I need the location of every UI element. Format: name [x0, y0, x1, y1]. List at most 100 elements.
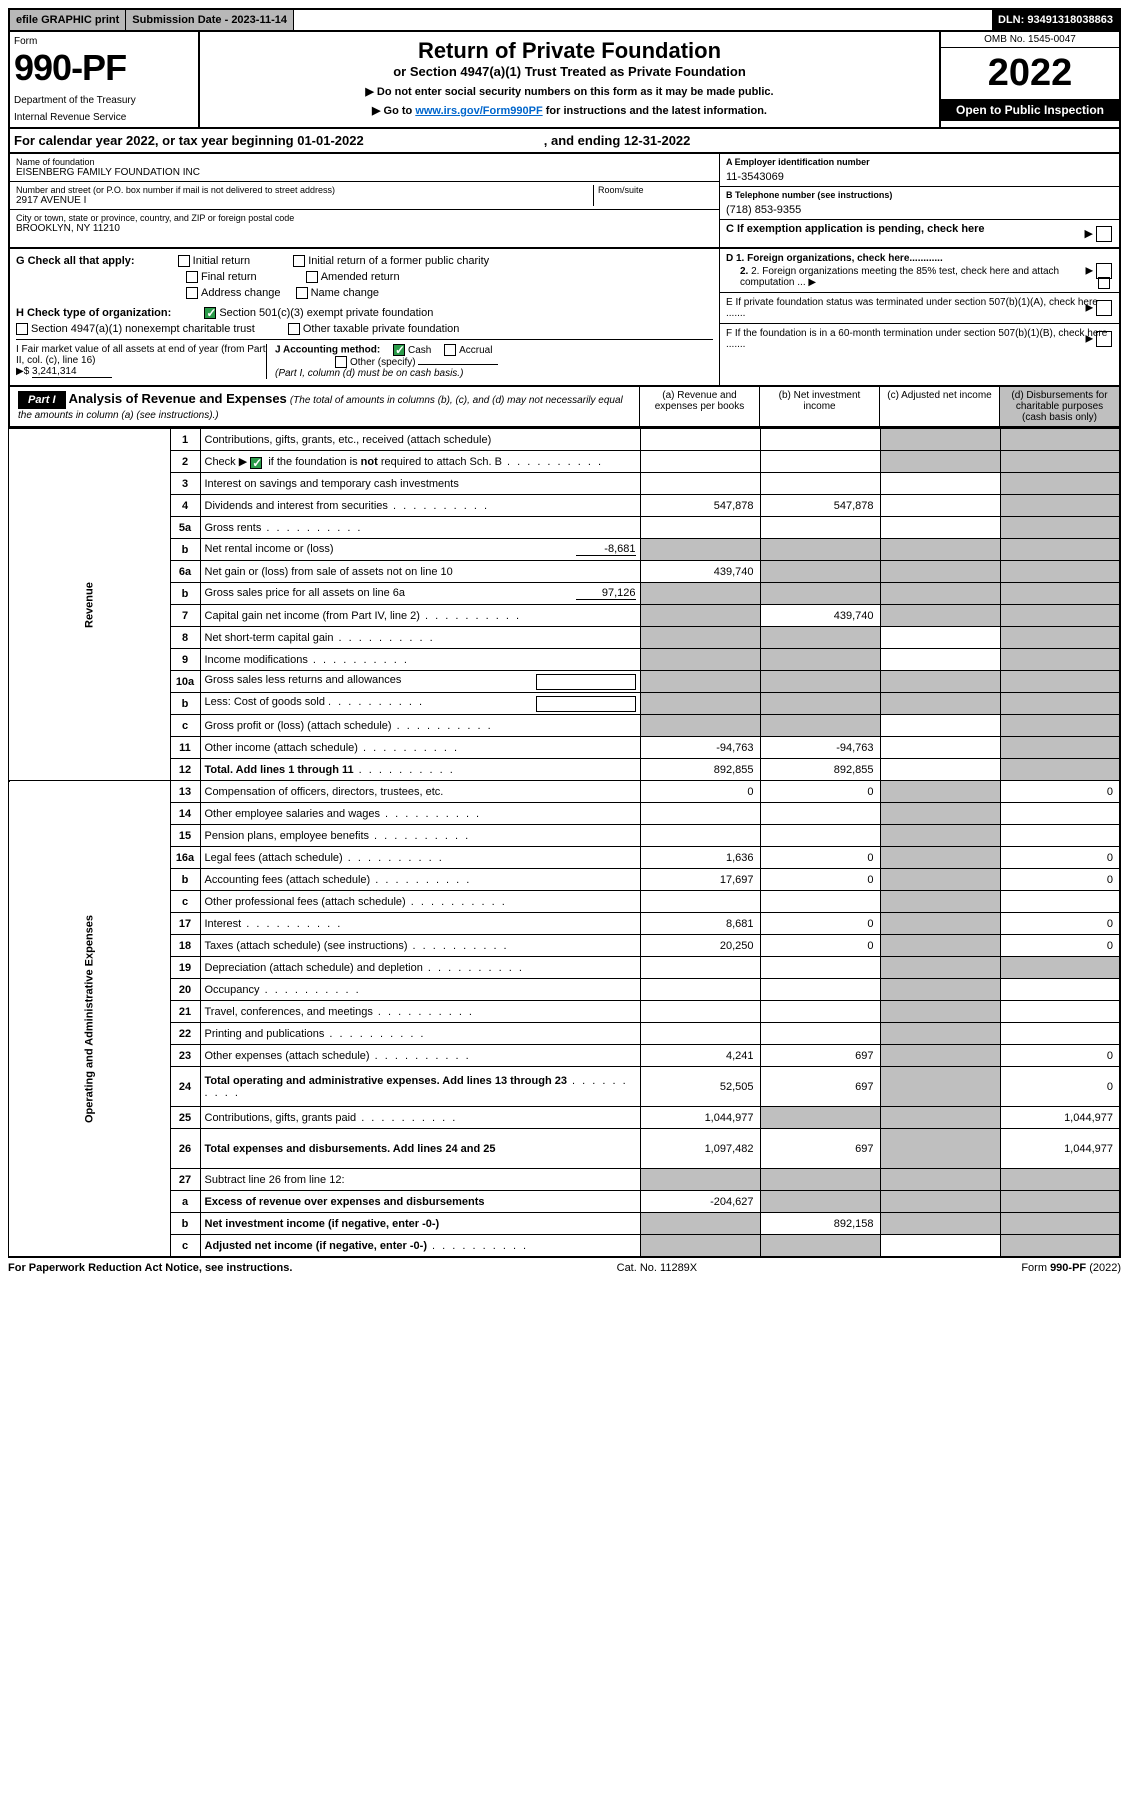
f-label: F If the foundation is in a 60-month ter…: [726, 328, 1107, 350]
addr-label: Number and street (or P.O. box number if…: [16, 185, 593, 195]
tax-year: 2022: [941, 48, 1119, 99]
footer-center: Cat. No. 11289X: [617, 1262, 698, 1274]
exempt-label: C If exemption application is pending, c…: [726, 223, 985, 235]
col-d-header: (d) Disbursements for charitable purpose…: [999, 387, 1119, 426]
submission-date: Submission Date - 2023-11-14: [126, 10, 294, 30]
chk-accrual[interactable]: [444, 344, 456, 356]
fmv-value: 3,241,314: [32, 366, 112, 378]
table-row: 11Other income (attach schedule)-94,763-…: [9, 737, 1120, 759]
instr-2: ▶ Go to www.irs.gov/Form990PF for instru…: [206, 104, 933, 117]
form-link[interactable]: www.irs.gov/Form990PF: [415, 105, 542, 117]
city: BROOKLYN, NY 11210: [16, 223, 713, 234]
irs: Internal Revenue Service: [14, 112, 194, 123]
table-row: 10aGross sales less returns and allowanc…: [9, 671, 1120, 693]
chk-other[interactable]: [335, 356, 347, 368]
exempt-checkbox[interactable]: [1096, 226, 1112, 242]
g-row: G Check all that apply: Initial return I…: [16, 255, 713, 267]
chk-amended[interactable]: [306, 271, 318, 283]
name-label: Name of foundation: [16, 157, 713, 167]
table-row: 3Interest on savings and temporary cash …: [9, 473, 1120, 495]
table-row: 9Income modifications: [9, 649, 1120, 671]
table-row: 27Subtract line 26 from line 12:: [9, 1169, 1120, 1191]
table-row: bAccounting fees (attach schedule)17,697…: [9, 869, 1120, 891]
chk-othertax[interactable]: [288, 323, 300, 335]
table-row: aExcess of revenue over expenses and dis…: [9, 1191, 1120, 1213]
table-row: 25Contributions, gifts, grants paid1,044…: [9, 1107, 1120, 1129]
d1-checkbox[interactable]: [1096, 263, 1112, 279]
table-row: 19Depreciation (attach schedule) and dep…: [9, 957, 1120, 979]
table-row: Operating and Administrative Expenses13C…: [9, 781, 1120, 803]
side-label: Operating and Administrative Expenses: [9, 781, 170, 1257]
d1-label: D 1. Foreign organizations, check here..…: [726, 253, 943, 264]
footer-right: Form 990-PF (2022): [1021, 1262, 1121, 1274]
table-row: 5aGross rents: [9, 517, 1120, 539]
form-title: Return of Private Foundation: [206, 38, 933, 64]
table-row: 23Other expenses (attach schedule)4,2416…: [9, 1045, 1120, 1067]
table-row: bLess: Cost of goods sold: [9, 693, 1120, 715]
chk-initial-former[interactable]: [293, 255, 305, 267]
table-row: 7Capital gain net income (from Part IV, …: [9, 605, 1120, 627]
table-row: cAdjusted net income (if negative, enter…: [9, 1235, 1120, 1257]
table-row: 20Occupancy: [9, 979, 1120, 1001]
table-row: 4Dividends and interest from securities5…: [9, 495, 1120, 517]
main-table: Revenue1Contributions, gifts, grants, et…: [8, 428, 1121, 1258]
footer-left: For Paperwork Reduction Act Notice, see …: [8, 1262, 292, 1274]
fmv-label: I Fair market value of all assets at end…: [16, 344, 266, 366]
e-label: E If private foundation status was termi…: [726, 297, 1098, 319]
omb: OMB No. 1545-0047: [941, 32, 1119, 48]
table-row: 18Taxes (attach schedule) (see instructi…: [9, 935, 1120, 957]
table-row: Revenue1Contributions, gifts, grants, et…: [9, 429, 1120, 451]
table-row: 21Travel, conferences, and meetings: [9, 1001, 1120, 1023]
info-block: Name of foundation EISENBERG FAMILY FOUN…: [8, 154, 1121, 249]
table-row: 8Net short-term capital gain: [9, 627, 1120, 649]
part1-title: Analysis of Revenue and Expenses: [69, 391, 287, 406]
ein: 11-3543069: [726, 167, 1113, 183]
table-row: 14Other employee salaries and wages: [9, 803, 1120, 825]
dept: Department of the Treasury: [14, 95, 194, 106]
e-checkbox[interactable]: [1096, 300, 1112, 316]
open-inspection: Open to Public Inspection: [941, 99, 1119, 121]
check-section: G Check all that apply: Initial return I…: [8, 249, 1121, 387]
table-row: 17Interest8,68100: [9, 913, 1120, 935]
phone-label: B Telephone number (see instructions): [726, 190, 1113, 200]
table-row: 12Total. Add lines 1 through 11892,85589…: [9, 759, 1120, 781]
table-row: 26Total expenses and disbursements. Add …: [9, 1129, 1120, 1169]
table-row: 6aNet gain or (loss) from sale of assets…: [9, 561, 1120, 583]
form-number: 990-PF: [14, 47, 194, 89]
footer: For Paperwork Reduction Act Notice, see …: [8, 1258, 1121, 1278]
chk-cash[interactable]: [393, 344, 405, 356]
col-c-header: (c) Adjusted net income: [879, 387, 999, 426]
table-row: bNet investment income (if negative, ent…: [9, 1213, 1120, 1235]
top-bar: efile GRAPHIC print Submission Date - 20…: [8, 8, 1121, 32]
address: 2917 AVENUE I: [16, 195, 593, 206]
chk-501c3[interactable]: [204, 307, 216, 319]
chk-addrchange[interactable]: [186, 287, 198, 299]
chk-final[interactable]: [186, 271, 198, 283]
chk-4947[interactable]: [16, 323, 28, 335]
form-label: Form: [14, 36, 194, 47]
table-row: cOther professional fees (attach schedul…: [9, 891, 1120, 913]
col-b-header: (b) Net investment income: [759, 387, 879, 426]
chk-namechange[interactable]: [296, 287, 308, 299]
chk-initial[interactable]: [178, 255, 190, 267]
phone: (718) 853-9355: [726, 200, 1113, 216]
city-label: City or town, state or province, country…: [16, 213, 713, 223]
f-checkbox[interactable]: [1096, 331, 1112, 347]
table-row: 2Check ▶ if the foundation is not requir…: [9, 451, 1120, 473]
table-row: bNet rental income or (loss) -8,681: [9, 539, 1120, 561]
efile-label: efile GRAPHIC print: [10, 10, 126, 30]
table-row: bGross sales price for all assets on lin…: [9, 583, 1120, 605]
calendar-year: For calendar year 2022, or tax year begi…: [8, 129, 1121, 154]
part1-bar: Part I: [18, 391, 66, 409]
table-row: 24Total operating and administrative exp…: [9, 1067, 1120, 1107]
dln: DLN: 93491318038863: [992, 10, 1119, 30]
col-a-header: (a) Revenue and expenses per books: [639, 387, 759, 426]
side-label: Revenue: [9, 429, 170, 781]
foundation-name: EISENBERG FAMILY FOUNDATION INC: [16, 167, 713, 178]
instr-1: ▶ Do not enter social security numbers o…: [206, 85, 933, 98]
header: Form 990-PF Department of the Treasury I…: [8, 32, 1121, 129]
d2-checkbox[interactable]: [1098, 277, 1110, 289]
form-subtitle: or Section 4947(a)(1) Trust Treated as P…: [206, 64, 933, 79]
table-row: 15Pension plans, employee benefits: [9, 825, 1120, 847]
part1-header: Part I Analysis of Revenue and Expenses …: [8, 387, 1121, 428]
